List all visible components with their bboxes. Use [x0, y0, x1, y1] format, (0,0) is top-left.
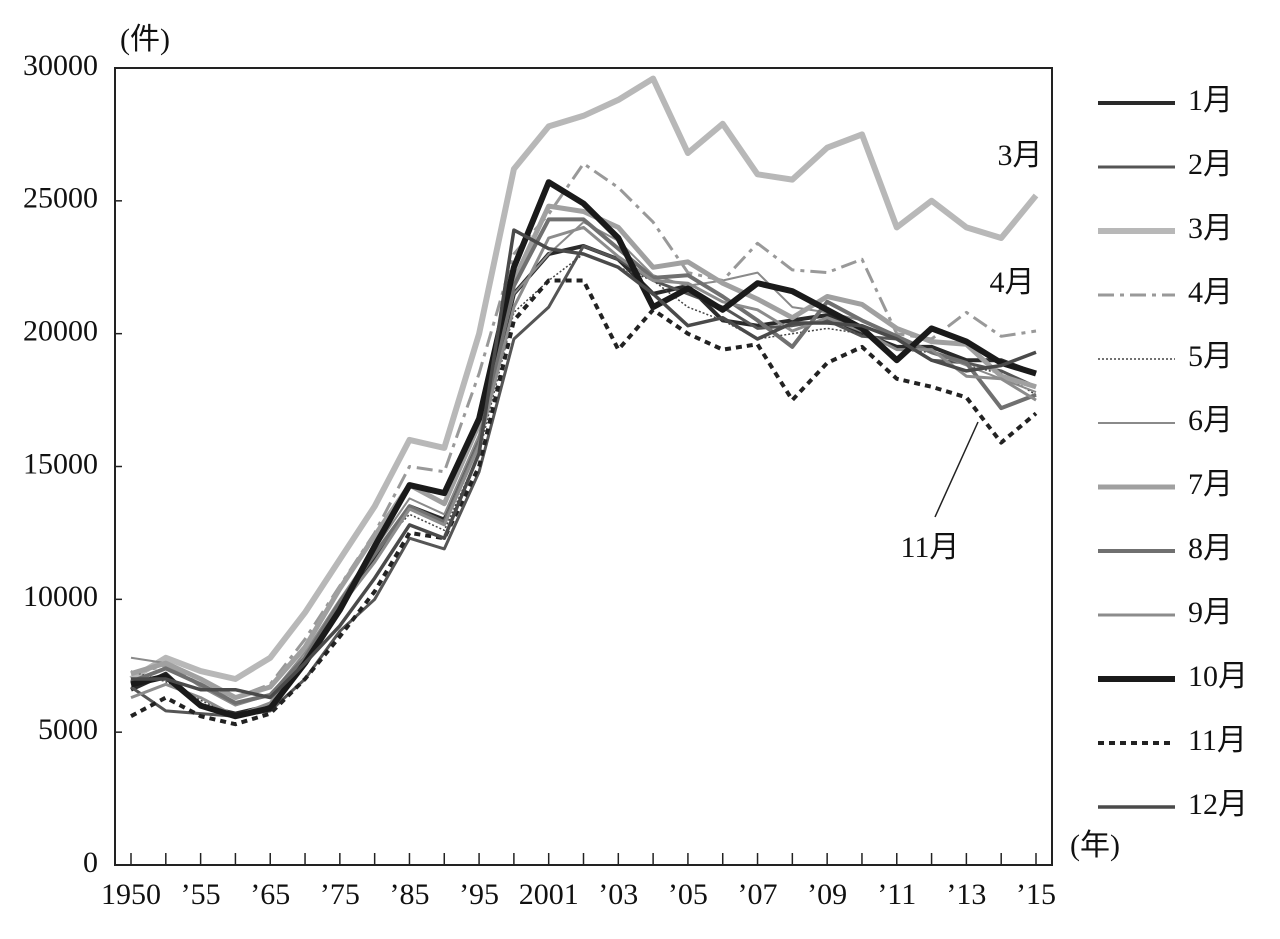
x-tick-label: ’15: [1016, 878, 1056, 911]
x-tick-label: 2001: [519, 878, 579, 911]
x-tick-label: ’11: [877, 878, 916, 911]
x-tick-label: ’95: [459, 878, 499, 911]
legend-label: 7月: [1188, 468, 1233, 501]
legend-label: 5月: [1188, 340, 1233, 373]
legend-label: 2月: [1188, 148, 1233, 181]
x-tick-label: ’55: [181, 878, 221, 911]
legend-label: 8月: [1188, 532, 1233, 565]
series-line: [130, 244, 1037, 718]
x-unit: (年): [1070, 829, 1120, 862]
annotation: 3月: [998, 139, 1043, 172]
legend-label: 11月: [1188, 724, 1247, 757]
series-line: [131, 228, 1037, 700]
y-tick-label: 15000: [23, 447, 98, 480]
plot-frame: [114, 67, 1053, 866]
y-tick-label: 10000: [23, 580, 98, 613]
annotation: 4月: [990, 266, 1035, 299]
series-line: [130, 244, 1037, 716]
x-tick-label: ’09: [807, 878, 847, 911]
y-tick-label: 20000: [23, 315, 98, 348]
series-line: [130, 225, 1037, 718]
x-tick-label: ’03: [598, 878, 638, 911]
series-line: [130, 203, 1037, 701]
x-tick-label: ’75: [320, 878, 360, 911]
series-line: [130, 162, 1037, 700]
x-tick-label: ’65: [250, 878, 290, 911]
legend-label: 12月: [1188, 788, 1248, 821]
series-line: [130, 278, 1038, 727]
x-tick-label: 1950: [101, 878, 161, 911]
x-tick-label: ’13: [946, 878, 986, 911]
series-line: [130, 253, 1037, 717]
x-tick-label: ’05: [668, 878, 708, 911]
legend-label: 4月: [1188, 276, 1233, 309]
y-tick-label: 30000: [23, 49, 98, 82]
series-line: [130, 179, 1037, 720]
legend-label: 1月: [1188, 84, 1233, 117]
series-line: [130, 217, 1037, 705]
y-tick-label: 25000: [23, 182, 98, 215]
annotation: 11月: [901, 531, 960, 564]
series-line: [129, 75, 1039, 682]
annotation-leader: [934, 421, 979, 518]
x-tick-label: ’07: [738, 878, 778, 911]
y-tick-label: 0: [83, 846, 98, 879]
x-tick-label: ’85: [389, 878, 429, 911]
legend-label: 10月: [1188, 660, 1248, 693]
legend-label: 9月: [1188, 596, 1233, 629]
y-tick-label: 5000: [38, 713, 98, 746]
legend-label: 3月: [1188, 212, 1233, 245]
legend-label: 6月: [1188, 404, 1233, 437]
y-unit: (件): [120, 23, 170, 56]
series-line: [130, 221, 1037, 707]
